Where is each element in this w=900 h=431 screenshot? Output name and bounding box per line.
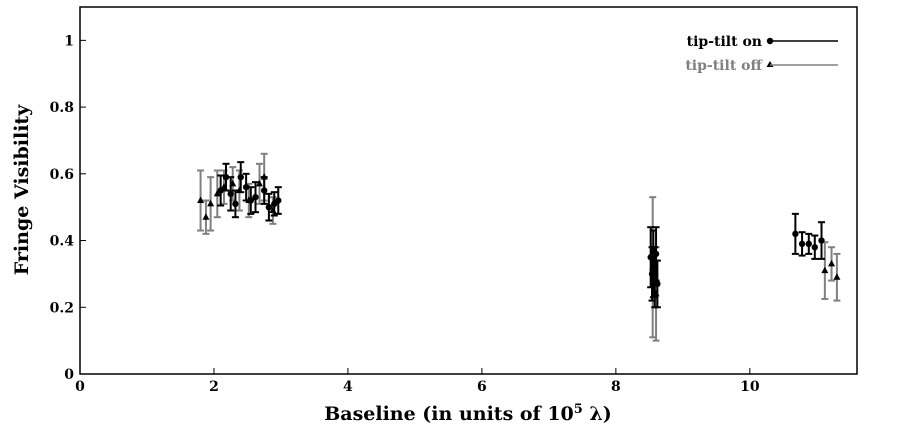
point-tip-tilt-on [275, 197, 282, 204]
point-tip-tilt-off [245, 196, 253, 204]
point-tip-tilt-on [237, 173, 244, 181]
legend: tip-tilt on tip-tilt off [685, 34, 838, 74]
point-tip-tilt-off [229, 179, 237, 187]
point-tip-tilt-off [213, 189, 221, 197]
point-tip-tilt-on [265, 203, 273, 211]
point-tip-tilt-on [792, 230, 799, 238]
point-tip-tilt-on [798, 240, 806, 248]
point-tip-tilt-on [818, 237, 825, 244]
x-tick-label: 2 [209, 379, 219, 395]
point-tip-tilt-on [647, 254, 654, 261]
axis-ticks: 0 2 4 6 8 10 0 0.2 0.4 0.6 0.8 1 [50, 33, 760, 395]
point-tip-tilt-off [260, 173, 268, 180]
x-axis-title: Baseline (in units of 105 λ) [324, 402, 612, 425]
point-tip-tilt-on [227, 190, 234, 198]
legend-label-tip-tilt-on: tip-tilt on [687, 34, 762, 50]
point-tip-tilt-off [235, 186, 243, 193]
y-tick-label: 0 [64, 367, 74, 383]
x-tick-label: 8 [611, 379, 621, 395]
point-tip-tilt-on [252, 193, 259, 201]
point-tip-tilt-off [269, 206, 277, 214]
point-tip-tilt-off [652, 289, 660, 297]
point-tip-tilt-on [651, 274, 658, 281]
error-bars [197, 152, 841, 342]
plot-frame [79, 6, 858, 375]
y-tick-label: 0.8 [50, 100, 74, 116]
x-tick-label: 6 [477, 379, 487, 395]
point-tip-tilt-on [232, 200, 239, 208]
point-tip-tilt-off [649, 263, 657, 270]
point-tip-tilt-off [197, 196, 205, 204]
legend-label-tip-tilt-off: tip-tilt off [685, 58, 763, 74]
y-tick-label: 0.6 [50, 167, 74, 183]
point-tip-tilt-on [261, 187, 268, 194]
data-markers [197, 173, 841, 297]
point-tip-tilt-off [207, 199, 215, 207]
x-tick-label: 0 [75, 379, 85, 395]
point-tip-tilt-on [654, 280, 661, 288]
x-tick-label: 4 [343, 379, 353, 395]
point-tip-tilt-on [652, 250, 660, 258]
y-tick-label: 1 [64, 33, 74, 49]
point-tip-tilt-off [202, 213, 210, 220]
y-axis-title: Fringe Visibility [11, 104, 33, 275]
y-tick-label: 0.4 [50, 234, 75, 250]
point-tip-tilt-on [805, 240, 812, 248]
legend-marker-tip-tilt-off [766, 61, 774, 67]
y-tick-label: 0.2 [50, 300, 74, 316]
point-tip-tilt-on [242, 183, 250, 191]
point-tip-tilt-off [220, 183, 228, 190]
point-tip-tilt-on [811, 244, 819, 251]
x-tick-label: 10 [740, 379, 760, 395]
point-tip-tilt-off [256, 179, 264, 187]
point-tip-tilt-off [828, 259, 836, 267]
point-tip-tilt-off [833, 273, 841, 280]
point-tip-tilt-off [821, 266, 829, 274]
point-tip-tilt-on [222, 173, 230, 181]
